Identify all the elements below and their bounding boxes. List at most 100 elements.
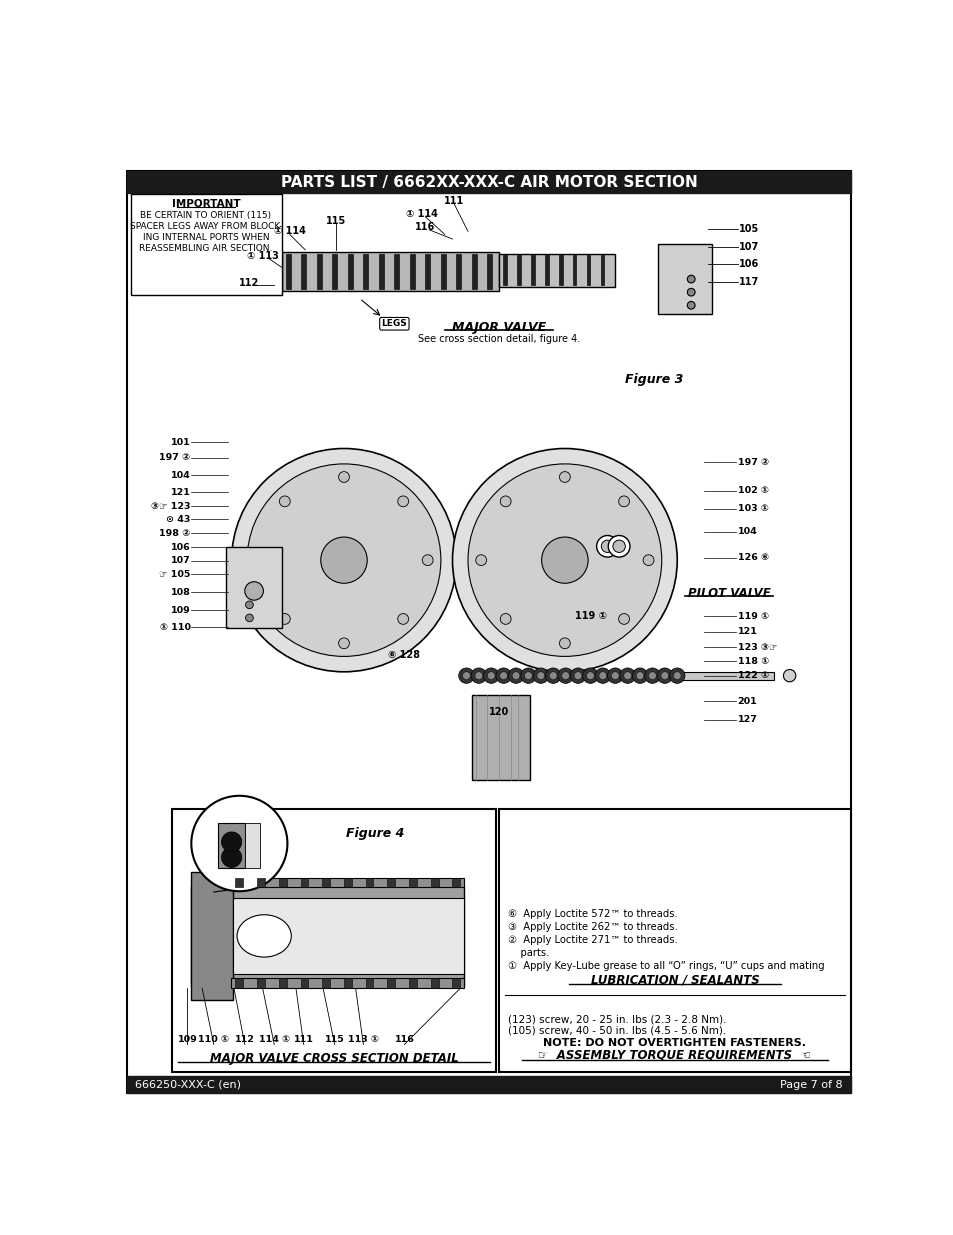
Circle shape [487, 672, 495, 679]
Bar [235, 978, 243, 988]
Bar [231, 878, 464, 888]
Circle shape [245, 601, 253, 609]
Text: LEGS: LEGS [381, 320, 407, 329]
Circle shape [598, 672, 606, 679]
Circle shape [471, 668, 486, 683]
Circle shape [561, 672, 569, 679]
Bar [322, 878, 330, 888]
Circle shape [686, 301, 695, 309]
Circle shape [496, 668, 511, 683]
Bar [278, 878, 286, 888]
Bar [231, 978, 464, 988]
Bar [365, 878, 373, 888]
Circle shape [782, 669, 795, 682]
Text: 101: 101 [171, 438, 191, 447]
Circle shape [499, 496, 511, 506]
Circle shape [221, 847, 241, 867]
Bar [257, 878, 265, 888]
Bar [394, 253, 398, 289]
Text: 666250-XXX-C (en): 666250-XXX-C (en) [134, 1079, 240, 1089]
Circle shape [247, 464, 440, 656]
Text: SPACER LEGS AWAY FROM BLOCK-: SPACER LEGS AWAY FROM BLOCK- [130, 222, 282, 231]
Bar [127, 172, 850, 193]
Circle shape [397, 496, 408, 506]
Bar [301, 253, 306, 289]
Bar [340, 545, 568, 576]
Bar [558, 254, 562, 285]
Text: 115: 115 [324, 1035, 344, 1045]
Text: 114 ①: 114 ① [258, 1035, 290, 1045]
Text: 104: 104 [737, 527, 757, 536]
Text: 118 ①: 118 ① [737, 657, 768, 666]
Text: See cross section detail, figure 4.: See cross section detail, figure 4. [417, 335, 579, 345]
Circle shape [618, 614, 629, 625]
Bar [300, 978, 308, 988]
Circle shape [608, 536, 629, 557]
Text: 119 ①: 119 ① [575, 611, 606, 621]
Text: ① 110: ① 110 [159, 622, 191, 631]
Circle shape [338, 638, 349, 648]
Circle shape [508, 668, 523, 683]
Circle shape [574, 672, 581, 679]
Text: PARTS LIST / 6662XX-XXX-C AIR MOTOR SECTION: PARTS LIST / 6662XX-XXX-C AIR MOTOR SECT… [280, 174, 697, 190]
Text: BE CERTAIN TO ORIENT (115): BE CERTAIN TO ORIENT (115) [140, 211, 272, 221]
Text: NOTE: DO NOT OVERTIGHTEN FASTENERS.: NOTE: DO NOT OVERTIGHTEN FASTENERS. [543, 1037, 805, 1049]
Bar [348, 253, 353, 289]
Bar [344, 878, 352, 888]
Circle shape [642, 555, 654, 566]
Circle shape [549, 672, 557, 679]
Circle shape [541, 537, 587, 583]
Text: 111: 111 [294, 1035, 314, 1045]
Bar [431, 878, 438, 888]
Text: 113 ①: 113 ① [348, 1035, 378, 1045]
Bar [409, 878, 416, 888]
Bar [502, 254, 506, 285]
Circle shape [458, 668, 474, 683]
Ellipse shape [236, 915, 291, 957]
Circle shape [600, 540, 613, 552]
Text: 105: 105 [739, 224, 759, 235]
Circle shape [192, 795, 287, 892]
Circle shape [422, 555, 433, 566]
Text: 126 ⑥: 126 ⑥ [737, 553, 768, 562]
Circle shape [499, 614, 511, 625]
Bar [235, 878, 243, 888]
Circle shape [618, 496, 629, 506]
Circle shape [623, 672, 631, 679]
Circle shape [475, 672, 482, 679]
Text: 197 ②: 197 ② [737, 458, 768, 467]
Circle shape [595, 668, 610, 683]
Bar [425, 253, 430, 289]
Bar [282, 252, 498, 290]
Circle shape [657, 668, 672, 683]
Bar [245, 824, 260, 868]
Text: 107: 107 [739, 242, 759, 252]
Text: 106: 106 [171, 542, 191, 552]
Circle shape [320, 537, 367, 583]
Circle shape [673, 672, 680, 679]
Circle shape [512, 672, 519, 679]
Circle shape [545, 668, 560, 683]
Text: ③☞ 123: ③☞ 123 [151, 501, 191, 511]
Bar [300, 878, 308, 888]
Bar [365, 978, 373, 988]
Text: PILOT VALVE: PILOT VALVE [687, 587, 770, 600]
Text: ☞  ASSEMBLY TORQUE REQUIREMENTS  ☜: ☞ ASSEMBLY TORQUE REQUIREMENTS ☜ [537, 1049, 810, 1062]
Circle shape [462, 672, 470, 679]
Bar [387, 978, 395, 988]
Text: Figure 3: Figure 3 [624, 373, 682, 385]
Bar [586, 254, 590, 285]
Text: 116: 116 [415, 222, 435, 232]
Text: 104: 104 [171, 471, 191, 480]
FancyArrow shape [258, 248, 282, 294]
Text: ① 114: ① 114 [405, 209, 437, 219]
Text: ⑥ 128: ⑥ 128 [388, 650, 420, 659]
Text: 108: 108 [171, 588, 191, 597]
Text: REASSEMBLING AIR SECTION.: REASSEMBLING AIR SECTION. [139, 243, 273, 253]
Circle shape [558, 668, 573, 683]
Circle shape [632, 668, 647, 683]
Text: (123) screw, 20 - 25 in. lbs (2.3 - 2.8 Nm).: (123) screw, 20 - 25 in. lbs (2.3 - 2.8 … [508, 1014, 726, 1024]
Text: 110 ①: 110 ① [198, 1035, 229, 1045]
Text: 119 ①: 119 ① [737, 611, 768, 621]
Circle shape [254, 555, 266, 566]
